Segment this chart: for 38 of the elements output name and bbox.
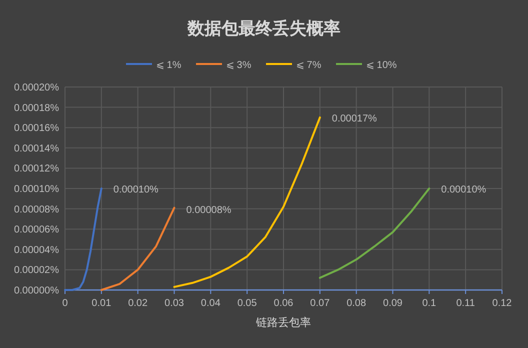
x-tick-label: 0.12: [492, 298, 512, 309]
legend-label: ⩽ 3%: [226, 60, 252, 71]
x-tick-label: 0.08: [346, 298, 366, 309]
x-tick-label: 0.1: [422, 298, 437, 309]
line-series: [64, 188, 102, 291]
legend-label: ⩽ 10%: [366, 60, 397, 71]
x-tick-label: 0.09: [383, 298, 403, 309]
legend-label: ⩽ 7%: [296, 60, 322, 71]
line-series: [100, 206, 176, 291]
x-tick-label: 0.01: [92, 298, 112, 309]
annotation: 0.00008%: [186, 204, 232, 216]
line-series: [173, 116, 321, 288]
x-tick-label: 0.11: [456, 298, 476, 309]
x-axis-title: 链路丢包率: [255, 316, 311, 329]
annotation: 0.00010%: [113, 184, 159, 196]
y-tick-label: 0.00006%: [14, 224, 60, 236]
x-tick-label: 0.02: [128, 298, 148, 309]
y-tick-label: 0.00010%: [14, 184, 60, 195]
y-tick-label: 0.00018%: [14, 102, 60, 114]
y-tick-label: 0.00008%: [14, 204, 60, 216]
y-tick-label: 0.00014%: [14, 143, 60, 154]
x-tick-label: 0.03: [164, 298, 184, 309]
legend-label: ⩽ 1%: [156, 60, 182, 71]
x-tick-label: 0.05: [237, 298, 258, 309]
x-tick-label: 0.04: [200, 298, 221, 309]
line-series: [318, 188, 430, 279]
y-tick-label: 0.00002%: [14, 265, 60, 276]
x-tick-label: 0: [62, 298, 68, 309]
y-tick-label: 0.00000%: [14, 286, 60, 296]
y-tick-label: 0.00004%: [14, 244, 60, 256]
y-tick-label: 0.00016%: [14, 123, 60, 134]
x-tick-label: 0.07: [310, 298, 330, 309]
annotation: 0.00010%: [441, 184, 486, 196]
x-tick-label: 0.06: [274, 298, 294, 309]
y-tick-label: 0.00012%: [14, 164, 60, 175]
annotation: 0.00017%: [332, 113, 378, 124]
y-tick-label: 0.00020%: [14, 82, 60, 94]
chart-title: 数据包最终丢失概率: [186, 19, 340, 38]
